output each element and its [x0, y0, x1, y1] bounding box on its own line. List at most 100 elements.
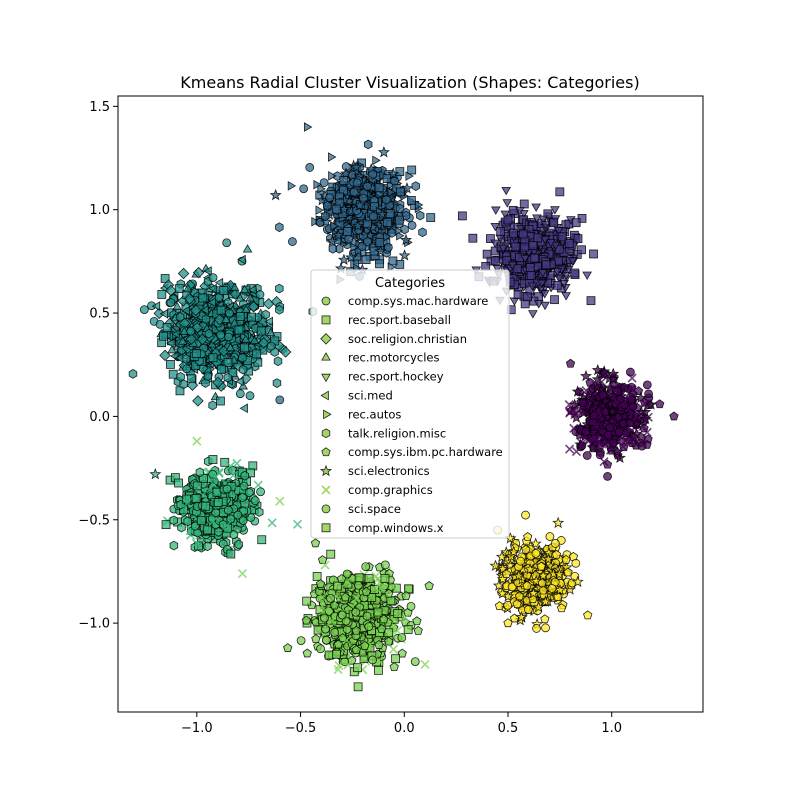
data-point: [333, 171, 342, 181]
data-point: [374, 665, 383, 675]
data-point: [582, 271, 592, 281]
legend-label: rec.autos: [348, 407, 401, 421]
data-point: [208, 400, 217, 411]
data-point: [525, 263, 535, 272]
data-point: [398, 249, 411, 261]
data-point: [390, 176, 399, 186]
data-point: [325, 193, 334, 203]
data-point: [240, 470, 250, 481]
data-point: [204, 328, 214, 339]
data-point: [399, 233, 413, 246]
data-point: [321, 624, 330, 634]
data-point: [328, 170, 337, 181]
data-point: [315, 205, 324, 216]
data-point: [361, 562, 371, 571]
data-point: [183, 516, 192, 527]
data-point: [353, 199, 366, 211]
data-point: [383, 218, 392, 227]
data-point: [238, 492, 247, 503]
data-point: [169, 515, 179, 526]
data-point: [166, 359, 175, 369]
data-point: [273, 356, 283, 367]
data-point: [508, 228, 518, 238]
data-point: [382, 194, 391, 205]
data-point: [394, 226, 404, 236]
data-point: [415, 210, 425, 221]
data-point: [305, 163, 315, 172]
data-point: [196, 516, 206, 526]
data-point: [311, 216, 320, 227]
data-point: [352, 178, 362, 188]
data-point: [160, 274, 170, 283]
data-point: [333, 581, 342, 591]
data-point: [395, 167, 405, 176]
data-point: [502, 256, 512, 266]
data-point: [532, 624, 541, 633]
legend-title: Categories: [375, 276, 445, 291]
data-point: [351, 607, 361, 617]
data-point: [316, 644, 325, 654]
data-point: [223, 505, 233, 515]
data-point: [403, 625, 413, 634]
cluster-1: [468, 186, 598, 315]
data-point: [349, 187, 359, 197]
data-point: [571, 558, 581, 568]
data-point: [302, 596, 312, 606]
data-point: [128, 369, 138, 379]
data-point: [612, 386, 622, 396]
data-point: [354, 573, 364, 583]
data-point: [407, 165, 417, 175]
data-point: [350, 160, 363, 173]
data-point: [407, 221, 417, 230]
data-point: [245, 391, 255, 401]
data-point: [523, 292, 532, 302]
data-point: [514, 207, 525, 216]
data-point: [364, 622, 374, 632]
data-point: [511, 242, 521, 252]
data-point: [387, 187, 396, 198]
data-point: [275, 222, 284, 233]
legend-frame: [310, 269, 510, 539]
x-tick-label: 1.0: [601, 721, 622, 736]
data-point: [331, 204, 341, 214]
data-point: [411, 181, 420, 191]
data-point: [457, 211, 467, 221]
data-point: [139, 305, 149, 315]
data-point: [222, 238, 232, 248]
data-point: [559, 279, 569, 289]
data-point: [388, 256, 398, 266]
data-point: [321, 211, 330, 222]
data-point: [370, 202, 379, 212]
legend-label: sci.med: [348, 389, 393, 403]
data-point: [554, 245, 564, 254]
data-point: [387, 262, 397, 272]
data-point: [644, 389, 653, 399]
data-point: [396, 187, 405, 197]
data-point: [383, 243, 393, 252]
data-point: [328, 152, 337, 162]
data-point: [642, 380, 652, 390]
legend-label: talk.religion.misc: [348, 426, 446, 440]
data-point: [374, 244, 387, 257]
data-point: [161, 520, 171, 530]
data-point: [492, 265, 503, 274]
data-point: [543, 209, 553, 219]
data-point: [482, 249, 492, 259]
data-point: [527, 282, 538, 291]
data-point: [541, 623, 550, 633]
data-point: [247, 312, 256, 322]
data-point: [158, 331, 168, 341]
legend-marker: [321, 504, 331, 514]
data-point: [368, 655, 377, 665]
data-point: [520, 254, 530, 264]
data-point: [337, 253, 350, 265]
data-point: [375, 238, 385, 247]
data-point: [532, 214, 542, 223]
data-point: [513, 290, 523, 299]
data-point: [549, 218, 559, 228]
data-point: [418, 227, 427, 238]
data-point: [637, 441, 647, 451]
data-point: [364, 574, 374, 583]
data-point: [468, 233, 478, 243]
legend-label: rec.motorcycles: [348, 351, 440, 365]
